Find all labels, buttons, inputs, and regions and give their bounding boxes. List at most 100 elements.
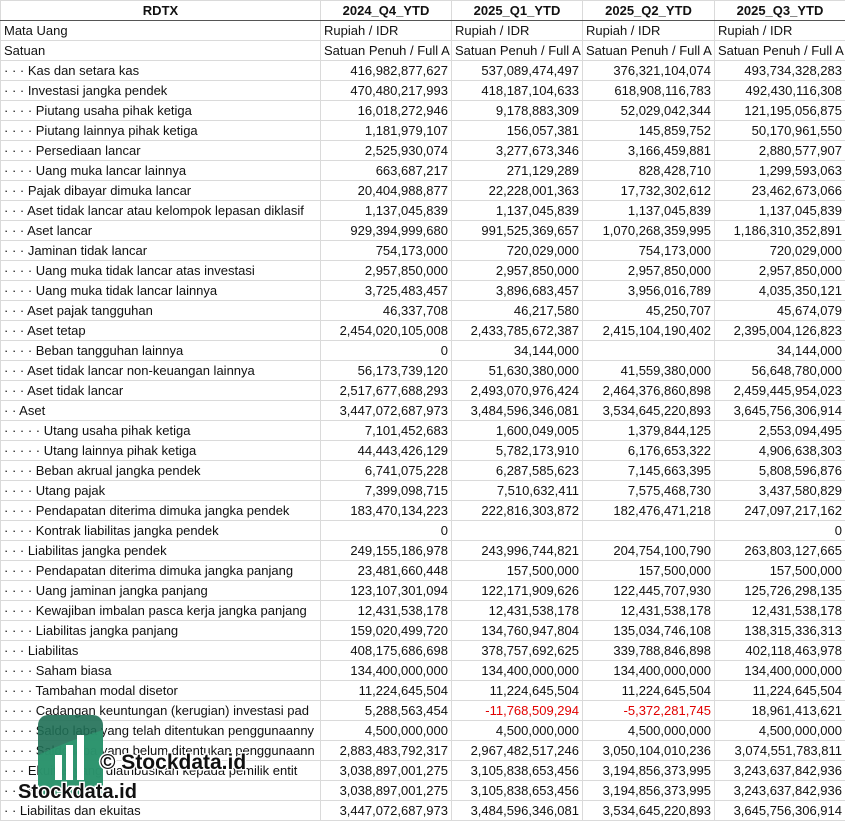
value-cell: 537,089,474,497	[451, 60, 583, 81]
value-cell: 4,500,000,000	[451, 720, 583, 741]
value-cell: 18,961,413,621	[714, 700, 845, 721]
table-row: · · · Liabilitas jangka pendek 249,155,18…	[0, 540, 845, 561]
value-cell: 3,050,104,010,236	[582, 740, 715, 761]
value-cell: 204,754,100,790	[582, 540, 715, 561]
table-row: · · · · Uang muka tidak lancar lainnya 3,…	[0, 280, 845, 301]
value-cell: 418,187,104,633	[451, 80, 583, 101]
value-cell: 2,957,850,000	[582, 260, 715, 281]
value-cell: 5,288,563,454	[320, 700, 452, 721]
value-cell: 34,144,000	[451, 340, 583, 361]
table-row: · · · Aset lancar 929,394,999,680 991,525,…	[0, 220, 845, 241]
column-header: 2025_Q3_YTD	[714, 0, 845, 21]
value-cell: 12,431,538,178	[714, 600, 845, 621]
value-cell: 2,525,930,074	[320, 140, 452, 161]
value-cell: 1,137,045,839	[582, 200, 715, 221]
value-cell: 41,559,380,000	[582, 360, 715, 381]
value-cell: 134,400,000,000	[320, 660, 452, 681]
value-cell: 3,956,016,789	[582, 280, 715, 301]
table-row: · · · Aset pajak tangguhan 46,337,708 46,2…	[0, 300, 845, 321]
row-label: · · · · Kewajiban imbalan pasca kerja ja…	[0, 600, 321, 621]
row-label: · · · · Saham biasa	[0, 660, 321, 681]
value-cell: 2,957,850,000	[320, 260, 452, 281]
value-cell: 2,883,483,792,317	[320, 740, 452, 761]
row-label: · · · · Pendapatan diterima dimuka jangk…	[0, 560, 321, 581]
value-cell: 34,144,000	[714, 340, 845, 361]
text-cell: Satuan Penuh / Full A	[714, 40, 845, 61]
value-cell: 618,908,116,783	[582, 80, 715, 101]
value-cell: 3,725,483,457	[320, 280, 452, 301]
value-cell: 3,534,645,220,893	[582, 400, 715, 421]
empty-cell	[582, 340, 715, 361]
value-cell: 1,137,045,839	[451, 200, 583, 221]
table-row: · · · · Uang muka tidak lancar atas inve…	[0, 260, 845, 281]
value-cell: 16,018,272,946	[320, 100, 452, 121]
row-label: · · · · Utang pajak	[0, 480, 321, 501]
row-label: · · · · Uang jaminan jangka panjang	[0, 580, 321, 601]
row-label: · · · Aset tidak lancar	[0, 380, 321, 401]
value-cell: 3,194,856,373,995	[582, 780, 715, 801]
table-row: · · · Aset tidak lancar atau kelompok le…	[0, 200, 845, 221]
row-label: · · · Liabilitas	[0, 640, 321, 661]
value-cell: 7,101,452,683	[320, 420, 452, 441]
row-label: · · · · Pendapatan diterima dimuka jangk…	[0, 500, 321, 521]
value-cell: 2,493,070,976,424	[451, 380, 583, 401]
value-cell: 23,462,673,066	[714, 180, 845, 201]
value-cell: 7,399,098,715	[320, 480, 452, 501]
value-cell: 135,034,746,108	[582, 620, 715, 641]
column-header: 2024_Q4_YTD	[320, 0, 452, 21]
value-cell: 3,038,897,001,275	[320, 780, 452, 801]
value-cell: 1,070,268,359,995	[582, 220, 715, 241]
value-cell: 11,224,645,504	[714, 680, 845, 701]
value-cell: 2,957,850,000	[451, 260, 583, 281]
value-cell: 720,029,000	[451, 240, 583, 261]
value-cell: 4,035,350,121	[714, 280, 845, 301]
table-row: · · · · Piutang usaha pihak ketiga 16,018…	[0, 100, 845, 121]
table-row: · · · · · Utang lainnya pihak ketiga 44,4…	[0, 440, 845, 461]
value-cell: 134,400,000,000	[582, 660, 715, 681]
value-cell: 3,038,897,001,275	[320, 760, 452, 781]
column-header: 2025_Q2_YTD	[582, 0, 715, 21]
table-row: · · · · Beban akrual jangka pendek 6,741,…	[0, 460, 845, 481]
value-cell: 991,525,369,657	[451, 220, 583, 241]
value-cell: 339,788,846,898	[582, 640, 715, 661]
value-cell: 11,224,645,504	[320, 680, 452, 701]
value-cell: -11,768,509,294	[451, 700, 583, 721]
table-row: · · · · Kontrak liabilitas jangka pendek…	[0, 520, 845, 541]
value-cell: 416,982,877,627	[320, 60, 452, 81]
row-label: · · · Kas dan setara kas	[0, 60, 321, 81]
value-cell: 12,431,538,178	[320, 600, 452, 621]
row-label: Satuan	[0, 40, 321, 61]
table-row: · · · Jaminan tidak lancar 754,173,000 720…	[0, 240, 845, 261]
table-row: · · · · Utang pajak 7,399,098,715 7,510,63…	[0, 480, 845, 501]
value-cell: 3,645,756,306,914	[714, 800, 845, 821]
value-cell: 2,553,094,495	[714, 420, 845, 441]
row-label: · · · Aset tidak lancar atau kelompok le…	[0, 200, 321, 221]
value-cell: -5,372,281,745	[582, 700, 715, 721]
value-cell: 6,176,653,322	[582, 440, 715, 461]
text-cell: Rupiah / IDR	[320, 20, 452, 41]
table-body: Mata Uang Rupiah / IDR Rupiah / IDR Rupiah …	[0, 20, 845, 821]
value-cell: 156,057,381	[451, 120, 583, 141]
value-cell: 6,741,075,228	[320, 460, 452, 481]
value-cell: 7,510,632,411	[451, 480, 583, 501]
column-header: 2025_Q1_YTD	[451, 0, 583, 21]
value-cell: 754,173,000	[320, 240, 452, 261]
watermark-brand: Stockdata.id	[18, 781, 137, 803]
value-cell: 4,500,000,000	[320, 720, 452, 741]
value-cell: 0	[320, 340, 452, 361]
value-cell: 3,484,596,346,081	[451, 400, 583, 421]
value-cell: 663,687,217	[320, 160, 452, 181]
value-cell: 2,464,376,860,898	[582, 380, 715, 401]
value-cell: 3,105,838,653,456	[451, 780, 583, 801]
value-cell: 157,500,000	[714, 560, 845, 581]
value-cell: 3,447,072,687,973	[320, 800, 452, 821]
value-cell: 3,277,673,346	[451, 140, 583, 161]
value-cell: 222,816,303,872	[451, 500, 583, 521]
value-cell: 5,808,596,876	[714, 460, 845, 481]
value-cell: 3,645,756,306,914	[714, 400, 845, 421]
row-label: · · · Aset pajak tangguhan	[0, 300, 321, 321]
table-row: Satuan Satuan Penuh / Full A Satuan Penuh …	[0, 40, 845, 61]
row-label: · · · · Beban tangguhan lainnya	[0, 340, 321, 361]
text-cell: Rupiah / IDR	[451, 20, 583, 41]
